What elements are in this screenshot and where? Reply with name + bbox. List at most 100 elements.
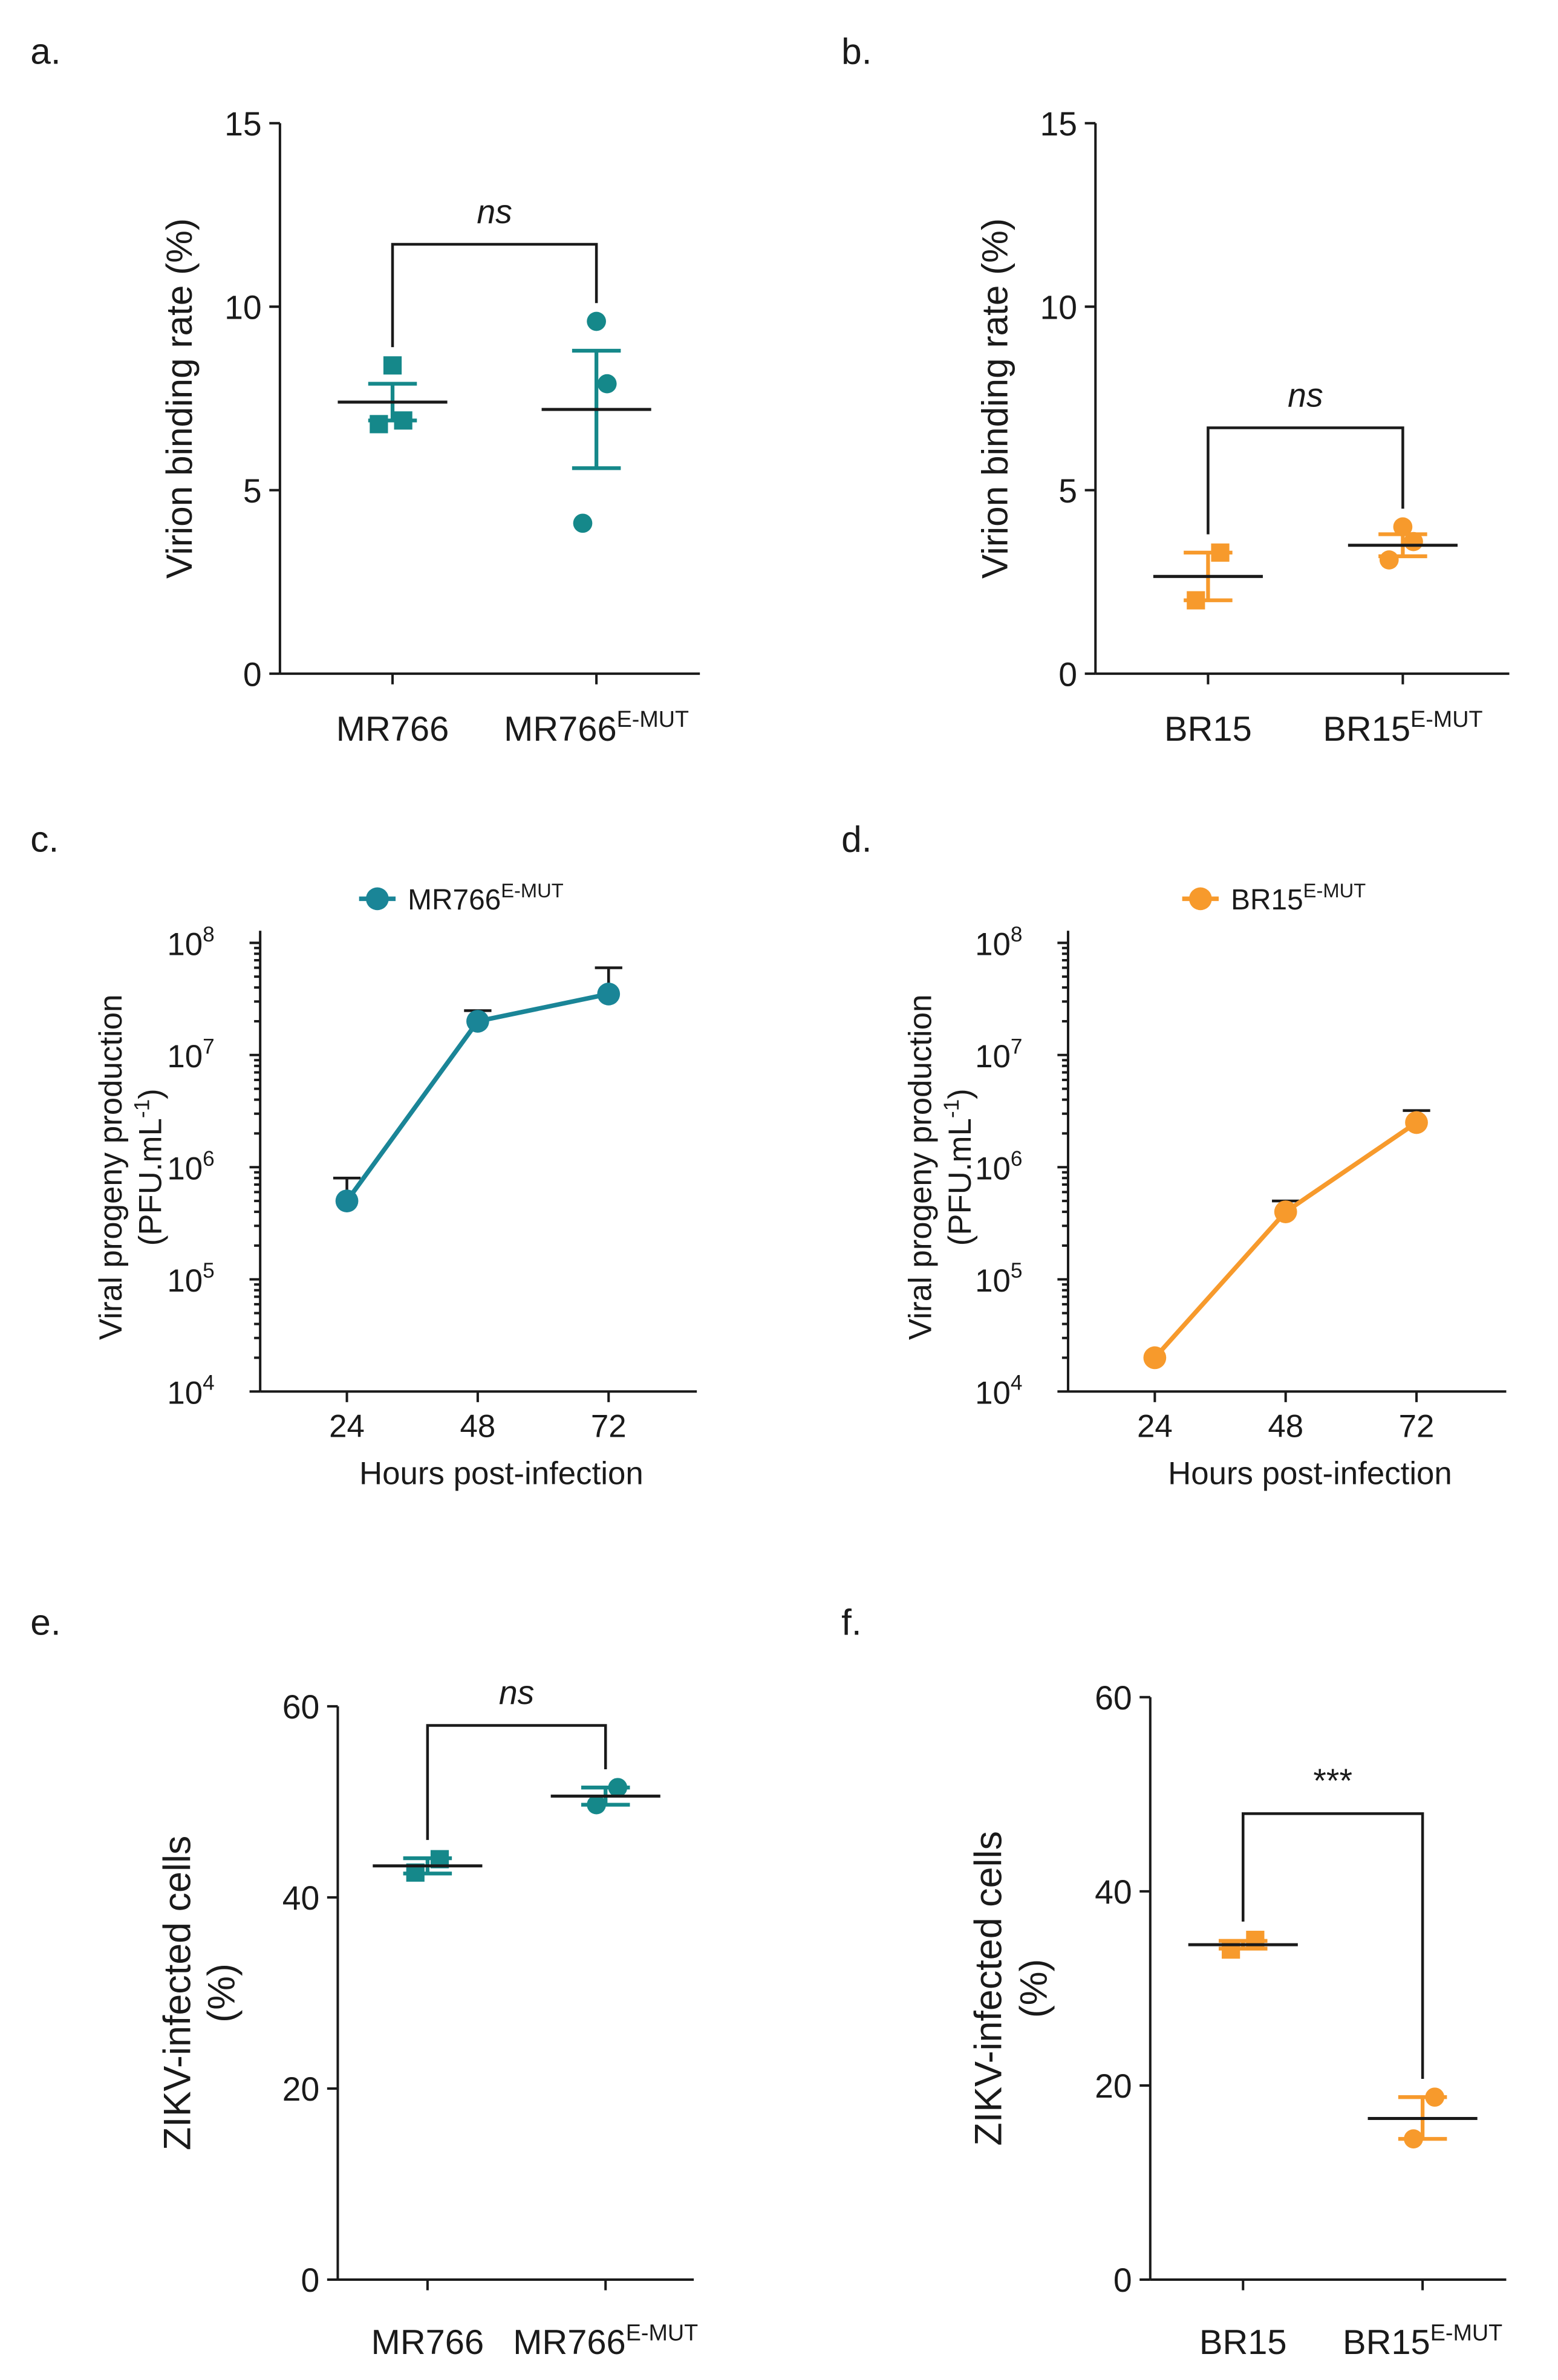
y-label-units-end: )	[942, 1088, 978, 1099]
legend-name: BR15	[1231, 884, 1303, 916]
category-1	[1367, 2087, 1478, 2149]
y-tick-label: 104	[975, 1371, 1022, 1411]
y-axis-label-units: (PFU.mL-1)	[940, 1088, 978, 1246]
y-tick-exp: 4	[203, 1371, 215, 1395]
data-point	[370, 415, 388, 434]
x-category-name: BR15	[1164, 710, 1252, 749]
legend-label: MR766E-MUT	[408, 879, 564, 916]
y-tick-label: 105	[975, 1259, 1022, 1299]
data-point	[1143, 1346, 1167, 1370]
category-1	[550, 1778, 660, 1815]
legend-marker	[1188, 887, 1212, 911]
x-category-name: MR766	[513, 2323, 625, 2362]
data-point	[1404, 2129, 1423, 2149]
data-point	[587, 311, 606, 331]
y-axis-label: Virion binding rate (%)	[974, 218, 1015, 579]
y-tick-label: 106	[167, 1147, 214, 1187]
data-point	[597, 374, 617, 394]
x-category-label: MR766	[336, 710, 449, 749]
y-tick-exp: 5	[203, 1259, 215, 1283]
y-tick-base: 10	[167, 1263, 203, 1299]
category-0	[1153, 543, 1263, 610]
y-tick-label: 40	[282, 1879, 320, 1917]
data-point	[1379, 550, 1399, 570]
y-tick-label: 0	[301, 2261, 319, 2299]
y-axis-label-units: (PFU.mL-1)	[131, 1088, 169, 1246]
data-point	[466, 1010, 489, 1033]
x-category-name: MR766	[371, 2323, 484, 2362]
legend-marker	[366, 887, 389, 911]
y-tick-label: 0	[243, 655, 262, 693]
y-tick-exp: 6	[203, 1147, 215, 1171]
y-tick-exp: 4	[1011, 1371, 1023, 1395]
series-line	[1153, 1120, 1418, 1359]
y-tick-label: 10	[1040, 288, 1078, 326]
x-category-name: MR766	[336, 710, 449, 749]
legend-label: BR15E-MUT	[1231, 879, 1366, 916]
y-tick-label: 60	[1095, 1679, 1132, 1717]
category-1	[1348, 517, 1458, 570]
y-label-units-base: (PFU.mL	[133, 1118, 169, 1246]
data-point	[1211, 543, 1230, 562]
data-point	[1404, 532, 1423, 551]
legend-sup: E-MUT	[501, 879, 564, 902]
panel-label: a.	[30, 31, 60, 72]
y-tick-base: 10	[975, 1039, 1011, 1075]
y-tick-base: 10	[167, 1375, 203, 1411]
y-tick-exp: 6	[1011, 1147, 1023, 1171]
y-axis-label: ZIKV-infected cells	[156, 1836, 198, 2151]
significance-bracket	[1207, 426, 1404, 535]
y-label-units-sup: -1	[131, 1099, 154, 1118]
panel-label: c.	[30, 818, 59, 859]
y-tick-label: 20	[1095, 2067, 1132, 2105]
bracket-line	[1207, 426, 1404, 535]
y-tick-label: 40	[1095, 1873, 1132, 1911]
y-axis-label-units: (%)	[200, 1963, 243, 2023]
data-point	[573, 513, 593, 533]
series-0	[1143, 1109, 1430, 1370]
y-tick-label: 106	[975, 1147, 1022, 1187]
significance-label: ***	[1313, 1762, 1352, 1800]
x-category-label: BR15	[1164, 710, 1252, 749]
x-category-label: BR15E-MUT	[1343, 2320, 1502, 2362]
panel-label: e.	[30, 1602, 60, 1643]
x-category-sup: E-MUT	[626, 2320, 698, 2346]
data-point	[1222, 1940, 1240, 1959]
y-axis-label: Virion binding rate (%)	[158, 218, 200, 579]
x-tick-label: 24	[1137, 1409, 1173, 1445]
y-tick-base: 10	[975, 1263, 1011, 1299]
x-category-label: MR766	[371, 2323, 484, 2362]
y-label-units-sup: -1	[940, 1099, 963, 1118]
y-tick-label: 60	[282, 1688, 320, 1726]
significance-label: ns	[499, 1674, 534, 1711]
x-category-label: MR766E-MUT	[504, 706, 689, 749]
data-point	[608, 1778, 628, 1798]
data-point	[1393, 517, 1413, 537]
axes	[269, 122, 700, 684]
axes	[1084, 122, 1510, 684]
x-category-name: MR766	[504, 710, 616, 749]
panel-label: d.	[841, 818, 872, 859]
y-tick-label: 107	[975, 1035, 1022, 1075]
category-0	[337, 356, 448, 434]
axes	[249, 931, 697, 1402]
x-category-name: BR15	[1343, 2323, 1430, 2362]
y-tick-exp: 8	[1011, 923, 1023, 946]
y-tick-label: 104	[167, 1371, 214, 1411]
data-point	[587, 1795, 606, 1815]
x-category-label: BR15E-MUT	[1323, 706, 1482, 749]
significance-label: ns	[1288, 376, 1323, 414]
bracket-line	[1242, 1812, 1424, 2079]
y-tick-label: 15	[1040, 105, 1078, 143]
bracket-line	[426, 1724, 607, 1840]
data-point	[383, 356, 402, 375]
x-tick-label: 48	[460, 1409, 496, 1445]
bracket-line	[391, 242, 598, 348]
